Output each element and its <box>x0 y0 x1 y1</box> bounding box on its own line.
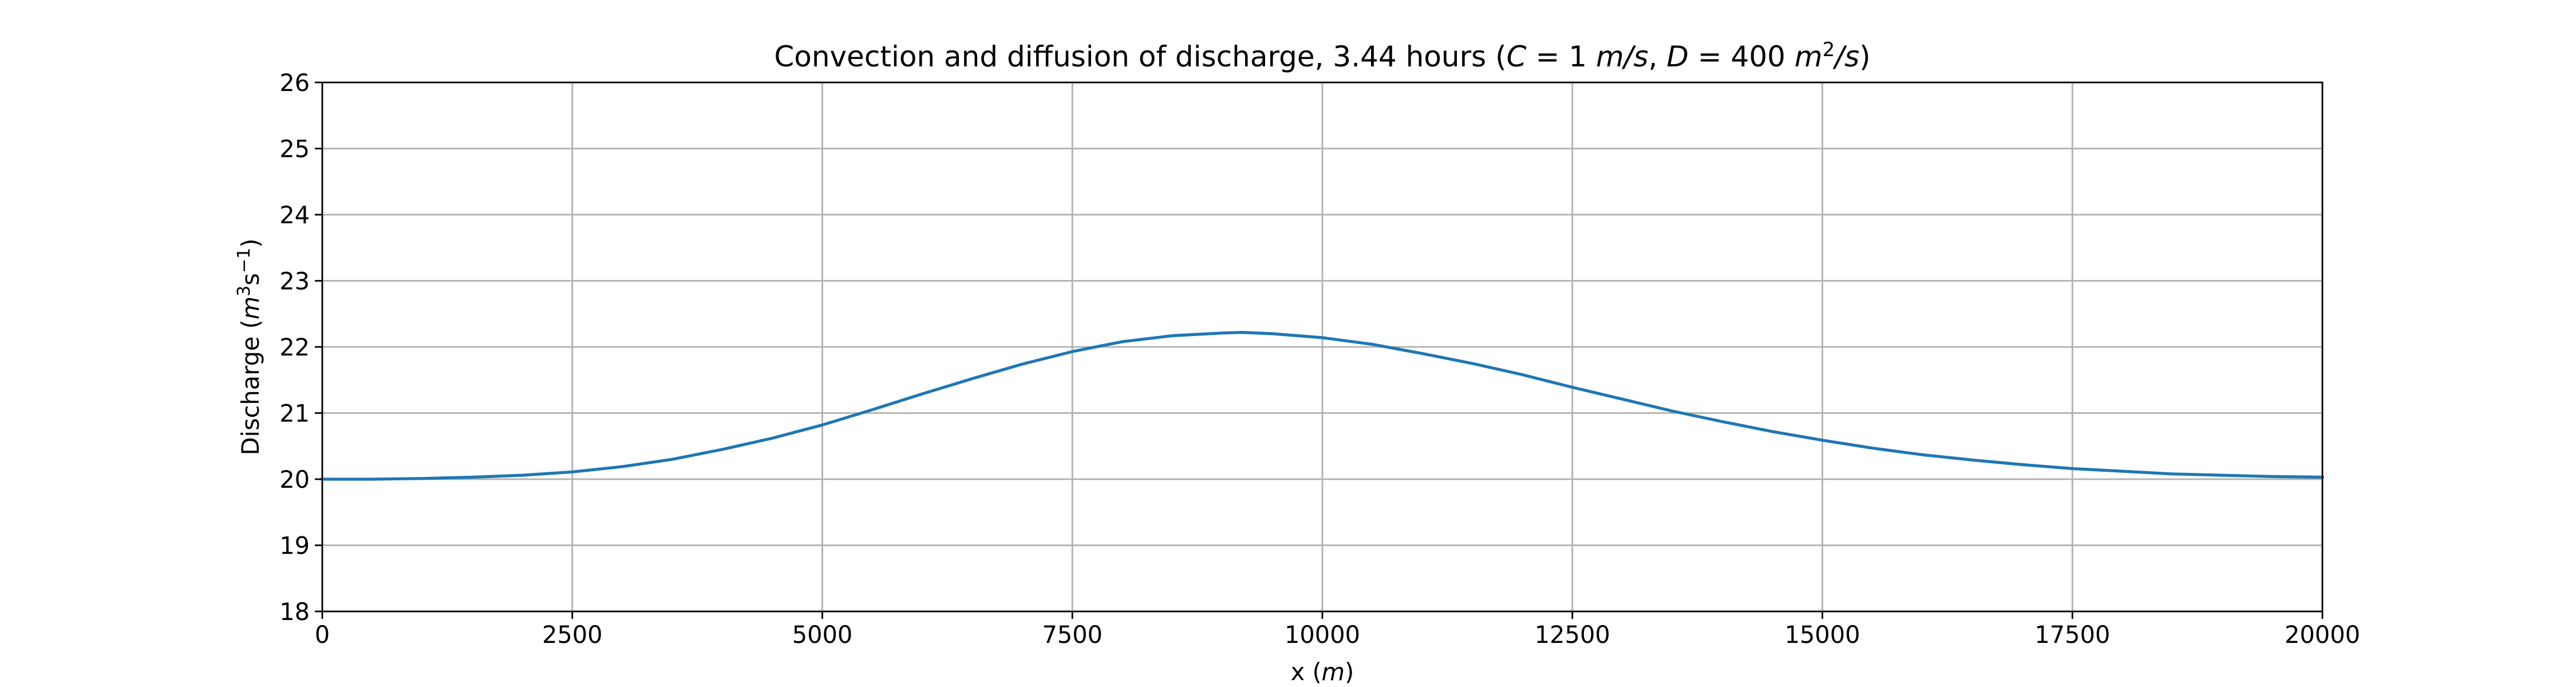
discharge-line <box>321 331 2324 481</box>
x-tick-label: 5000 <box>792 621 853 649</box>
y-tick-label: 20 <box>279 465 310 493</box>
x-tick-label: 2500 <box>542 621 603 649</box>
x-tick-label: 15000 <box>1784 621 1860 649</box>
y-tick-label: 21 <box>279 400 310 428</box>
x-axis-label: x (m) <box>1291 658 1354 686</box>
series-layer <box>321 331 2324 481</box>
y-tick-label: 26 <box>279 69 310 97</box>
y-tick-label: 24 <box>279 201 310 229</box>
y-axis-label: Discharge (m3s−1) <box>234 239 264 456</box>
x-tick-label: 10000 <box>1285 621 1360 649</box>
y-tick-label: 22 <box>279 333 310 361</box>
x-tick-label: 7500 <box>1042 621 1103 649</box>
x-tick-label: 12500 <box>1535 621 1610 649</box>
y-tick-label: 18 <box>279 598 310 626</box>
y-tick-label: 25 <box>279 135 310 163</box>
x-tick-label: 20000 <box>2285 621 2360 649</box>
chart-title: Convection and diffusion of discharge, 3… <box>774 38 1870 73</box>
x-tick-label: 0 <box>315 621 330 649</box>
x-tick-label: 17500 <box>2034 621 2110 649</box>
ticks: 0 2500 5000 7500 10000 12500 15000 17500 20000 18… <box>279 69 2360 649</box>
y-tick-label: 19 <box>279 532 310 560</box>
grid <box>321 81 2324 613</box>
y-tick-label: 23 <box>279 267 310 295</box>
